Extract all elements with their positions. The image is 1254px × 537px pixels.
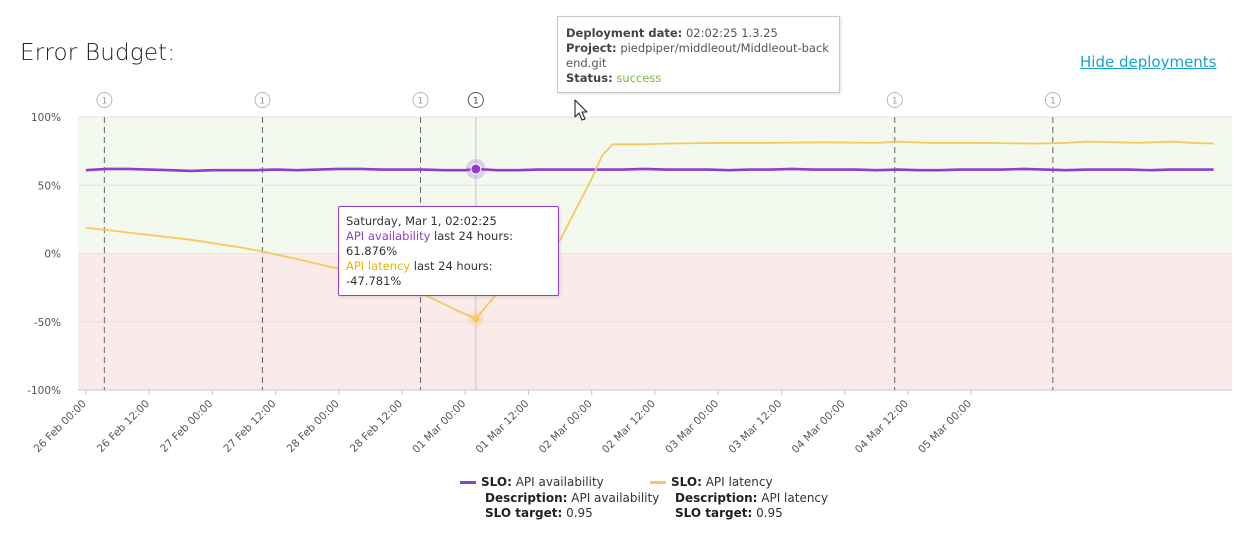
legend-item-availability[interactable]: SLO: API availability Description: API a… xyxy=(460,475,659,522)
x-tick-label: 28 Feb 12:00 xyxy=(348,398,405,455)
deployment-marker-label: 1 xyxy=(892,97,898,107)
point-tooltip-latency-row: API latency last 24 hours: -47.781% xyxy=(346,259,551,289)
point-tooltip-date: Saturday, Mar 1, 02:02:25 xyxy=(346,214,497,228)
legend-swatch-latency xyxy=(650,481,666,484)
point-tooltip-availability-row: API availability last 24 hours: 61.876% xyxy=(346,229,551,259)
legend-description-value: API availability xyxy=(571,490,660,505)
latency-hover-point xyxy=(471,314,481,324)
x-tick-label: 01 Mar 00:00 xyxy=(410,398,468,456)
x-tick-label: 03 Mar 00:00 xyxy=(663,398,721,456)
legend-description-value: API latency xyxy=(761,490,829,505)
legend-target-value: 0.95 xyxy=(756,506,783,520)
legend-target-row: SLO target: 0.95 xyxy=(460,506,659,522)
legend-target-label: SLO target: xyxy=(485,506,563,520)
x-tick-label: 27 Feb 12:00 xyxy=(221,398,278,455)
deployment-date-row: Deployment date: 02:02:25 1.3.25 xyxy=(566,26,831,41)
y-tick-label: 0% xyxy=(44,249,61,261)
deployment-marker-label: 1 xyxy=(418,97,424,107)
x-tick-label: 05 Mar 00:00 xyxy=(916,398,974,456)
legend-slo-row: SLO: API availability xyxy=(460,475,659,491)
x-tick-label: 27 Feb 00:00 xyxy=(158,398,215,455)
x-tick-label: 01 Mar 12:00 xyxy=(473,398,531,456)
x-tick-label: 03 Mar 12:00 xyxy=(726,398,784,456)
legend-slo-label: SLO: xyxy=(671,475,702,489)
deployment-marker-icon xyxy=(467,92,484,108)
availability-series-line xyxy=(85,167,1214,173)
legend-slo-name: API latency xyxy=(705,475,773,489)
legend-target-row: SLO target: 0.95 xyxy=(650,506,828,522)
deployment-project-value: piedpiper/middleout/Middleout-backend.gi… xyxy=(566,41,829,70)
point-tooltip-availability-name: API availability xyxy=(346,229,431,243)
legend-description-label: Description: xyxy=(675,490,758,505)
deployment-status-label: Status: xyxy=(566,71,613,85)
legend-item-latency[interactable]: SLO: API latency Description: API latenc… xyxy=(650,475,828,522)
deployment-status-row: Status: success xyxy=(566,71,831,86)
legend-slo-name: API availability xyxy=(515,475,604,489)
availability-hover-point xyxy=(470,163,482,175)
x-tick-label: 02 Mar 00:00 xyxy=(537,398,595,456)
mouse-cursor-icon xyxy=(574,99,588,121)
x-tick-label: 04 Mar 00:00 xyxy=(790,398,848,456)
x-tick-label: 26 Feb 12:00 xyxy=(95,398,152,455)
x-tick-label: 28 Feb 00:00 xyxy=(285,398,342,455)
legend-swatch-availability xyxy=(460,481,476,484)
deployment-date-label: Deployment date: xyxy=(566,26,683,40)
point-tooltip-latency-value: last 24 hours: -47.781% xyxy=(346,259,493,288)
legend-description-label: Description: xyxy=(485,490,568,505)
deployment-marker-label: 1 xyxy=(260,97,266,107)
legend-slo-row: SLO: API latency xyxy=(650,475,828,491)
deployment-tooltip: Deployment date: 02:02:25 1.3.25 Project… xyxy=(557,16,840,93)
deployment-status-value: success xyxy=(616,71,662,85)
point-tooltip: Saturday, Mar 1, 02:02:25 API availabili… xyxy=(338,206,559,296)
deployment-marker-label: 1 xyxy=(1050,97,1056,107)
legend-target-value: 0.95 xyxy=(566,506,593,520)
legend-description-row: Description: API availability xyxy=(460,491,659,507)
deployment-marker-icon xyxy=(412,92,429,108)
point-tooltip-latency-name: API latency xyxy=(346,259,411,273)
page-title: Error Budget: xyxy=(20,40,176,66)
y-tick-label: -50% xyxy=(34,317,61,329)
deployment-marker-label: 1 xyxy=(473,97,479,107)
deployment-project-label: Project: xyxy=(566,41,617,55)
legend-description-row: Description: API latency xyxy=(650,491,828,507)
deployment-marker-icon xyxy=(254,92,271,108)
deployment-marker-icon xyxy=(96,92,113,108)
deployment-marker-icon xyxy=(1044,92,1061,108)
x-tick-label: 26 Feb 00:00 xyxy=(32,398,89,455)
x-tick-label: 04 Mar 12:00 xyxy=(853,398,911,456)
x-tick-label: 02 Mar 12:00 xyxy=(600,398,658,456)
deployment-project-row: Project: piedpiper/middleout/Middleout-b… xyxy=(566,41,831,71)
hide-deployments-link[interactable]: Hide deployments xyxy=(1080,53,1217,71)
legend-target-label: SLO target: xyxy=(675,506,753,520)
y-tick-label: 50% xyxy=(38,180,61,192)
deployment-date-value: 02:02:25 1.3.25 xyxy=(685,26,778,40)
deployment-marker-label: 1 xyxy=(101,97,107,107)
legend-slo-label: SLO: xyxy=(481,475,512,489)
point-tooltip-availability-value: last 24 hours: 61.876% xyxy=(346,229,513,258)
y-tick-label: 100% xyxy=(31,112,61,124)
y-tick-label: -100% xyxy=(27,385,61,397)
deployment-marker-icon xyxy=(886,92,903,108)
